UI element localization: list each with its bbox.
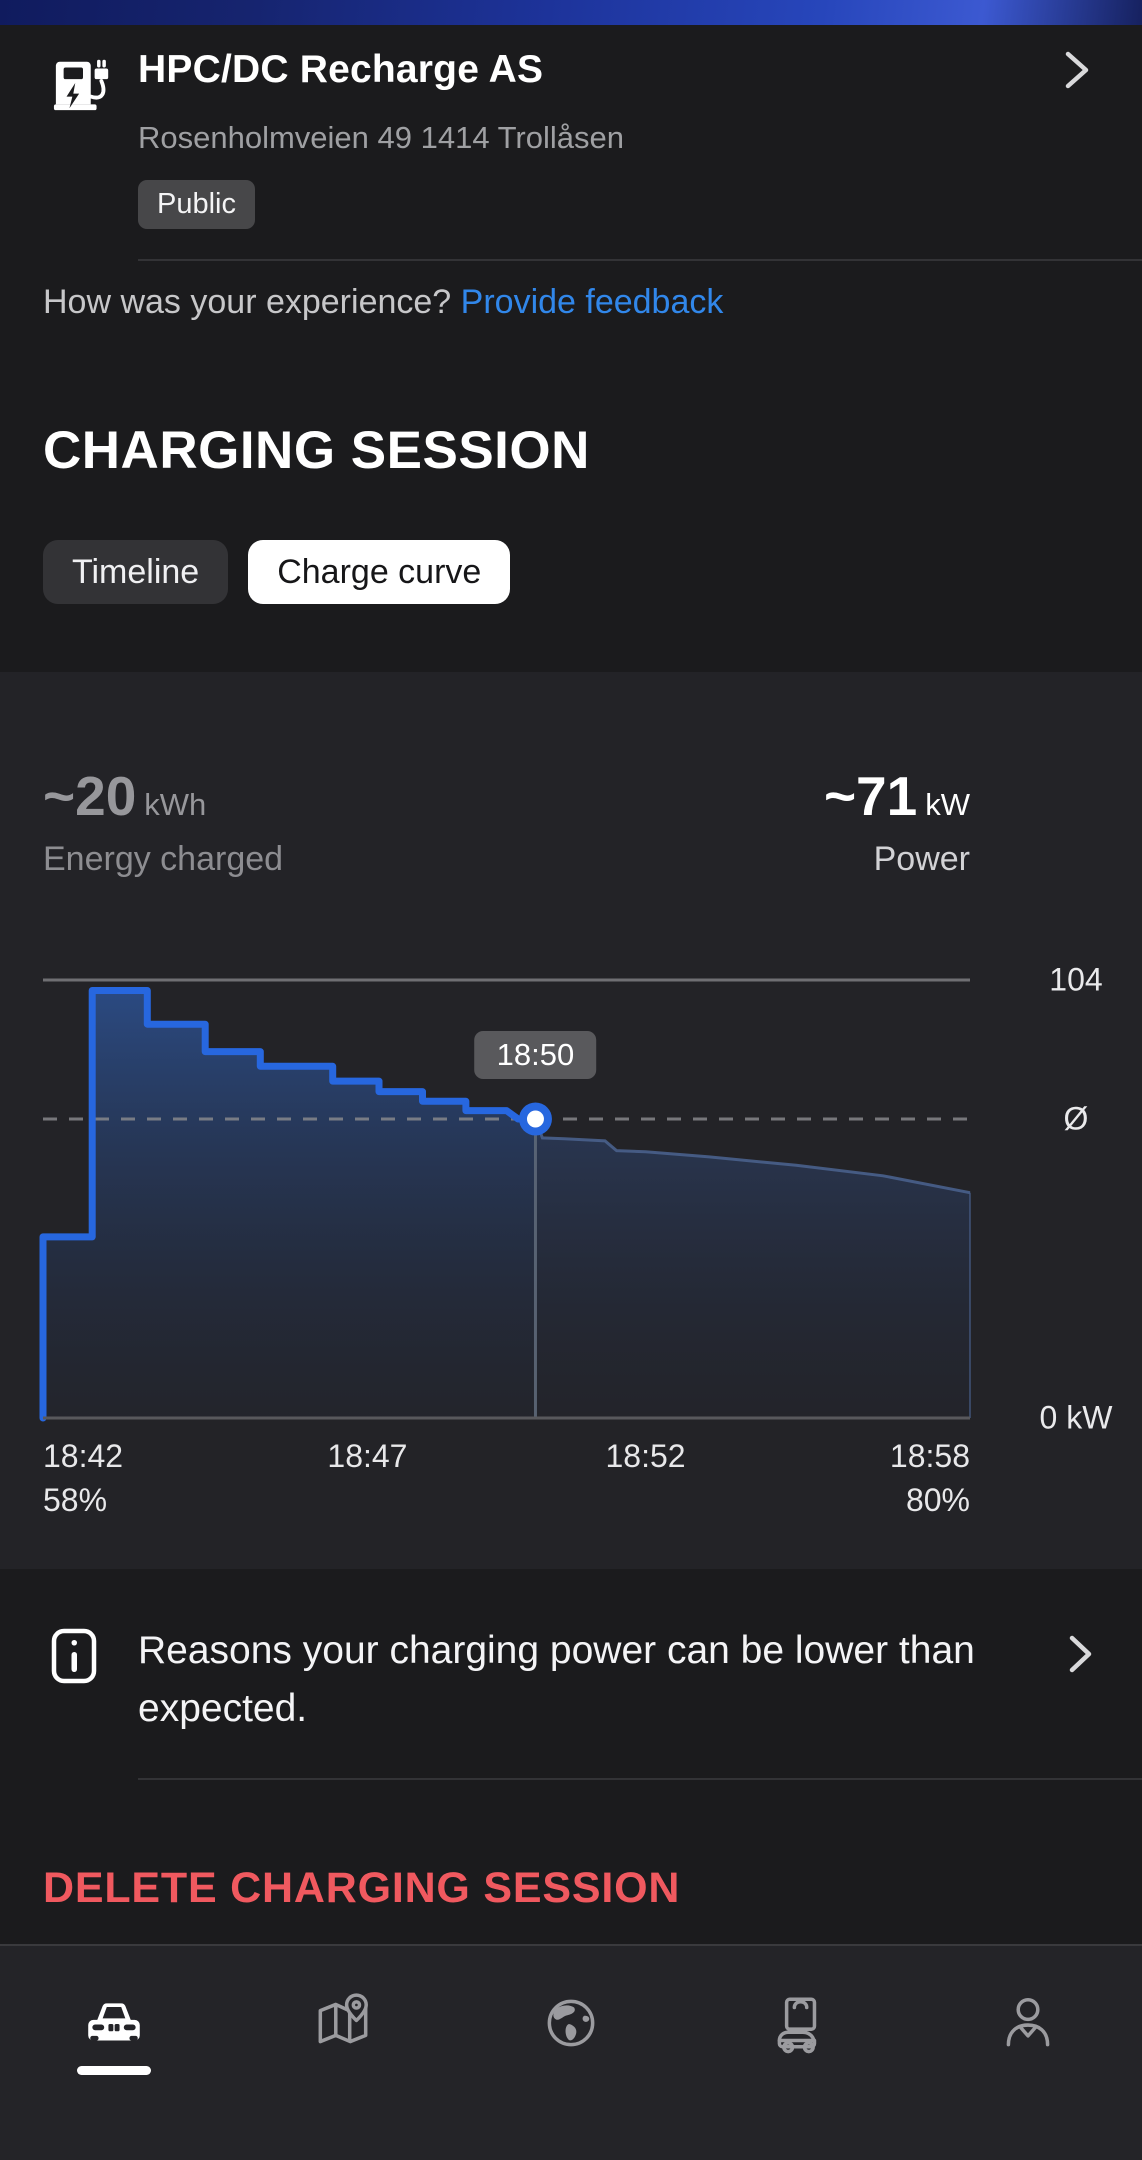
soc-tick: 58% <box>43 1482 108 1518</box>
energy-value: ~20 <box>43 765 137 827</box>
globe-icon <box>547 1999 595 2047</box>
station-address: Rosenholmveien 49 1414 Trollåsen <box>138 120 624 155</box>
x-axis-tick: 18:58 <box>889 1438 970 1474</box>
y-axis-tick: Ø <box>1063 1100 1089 1137</box>
feedback-question: How was your experience? <box>43 283 452 321</box>
shop-icon <box>778 1997 817 2054</box>
header-chevron-right-icon[interactable] <box>1062 48 1092 92</box>
page-title: CHARGING SESSION <box>43 421 590 480</box>
charge-curve-chart[interactable]: 18:50 <box>39 978 971 1422</box>
car-icon <box>88 2003 140 2041</box>
tab-charge-curve[interactable]: Charge curve <box>248 540 511 604</box>
power-label: Power <box>873 840 970 878</box>
active-tab-indicator <box>77 2066 152 2075</box>
nav-item-world[interactable] <box>457 1946 685 2160</box>
tab-timeline[interactable]: Timeline <box>43 540 229 604</box>
info-icon <box>51 1628 97 1684</box>
energy-label: Energy charged <box>43 840 284 878</box>
map-icon <box>318 1993 368 2044</box>
charging-station-icon <box>53 59 109 111</box>
power-stat: ~71 kW Power <box>824 764 970 879</box>
energy-unit: kWh <box>144 787 207 822</box>
charge-curve-svg <box>39 978 971 1422</box>
y-axis-tick: 0 kW <box>1039 1399 1113 1436</box>
power-unit: kW <box>925 787 970 822</box>
nav-item-vehicle[interactable] <box>0 1946 228 2160</box>
reasons-chevron-right-icon[interactable] <box>1068 1634 1094 1674</box>
x-axis-tick: 18:42 <box>43 1438 124 1474</box>
divider <box>138 1778 1142 1780</box>
profile-icon <box>1006 1998 1050 2047</box>
energy-charged-stat: ~20 kWh Energy charged <box>43 764 283 879</box>
station-title: HPC/DC Recharge AS <box>138 48 544 91</box>
x-axis-tick: 18:47 <box>327 1438 408 1474</box>
y-axis-tick: 104 <box>1049 961 1103 998</box>
x-axis-labels: 18:42 18:47 18:52 18:58 <box>43 1438 970 1478</box>
status-bar-gradient <box>0 0 1142 25</box>
feedback-row: How was your experience? Provide feedbac… <box>43 283 723 322</box>
soc-labels: 58% 80% <box>43 1482 970 1522</box>
charge-curve-panel: ~20 kWh Energy charged ~71 kW Power 18:50 … <box>0 672 1142 1569</box>
provide-feedback-link[interactable]: Provide feedback <box>460 283 724 321</box>
session-tabs: Timeline Charge curve <box>43 540 511 604</box>
nav-item-shop[interactable] <box>685 1946 913 2160</box>
bottom-nav-bar <box>0 1944 1142 2160</box>
power-value: ~71 <box>823 765 918 827</box>
nav-item-map[interactable] <box>228 1946 456 2160</box>
soc-tick: 80% <box>905 1482 970 1518</box>
x-axis-tick: 18:52 <box>605 1438 686 1474</box>
cursor-time-tooltip: 18:50 <box>474 1031 597 1079</box>
public-badge: Public <box>138 180 255 229</box>
divider <box>138 259 1142 261</box>
reasons-link-text[interactable]: Reasons your charging power can be lower… <box>138 1629 975 1730</box>
nav-item-profile[interactable] <box>914 1946 1142 2160</box>
delete-charging-session-button[interactable]: DELETE CHARGING SESSION <box>43 1864 681 1912</box>
